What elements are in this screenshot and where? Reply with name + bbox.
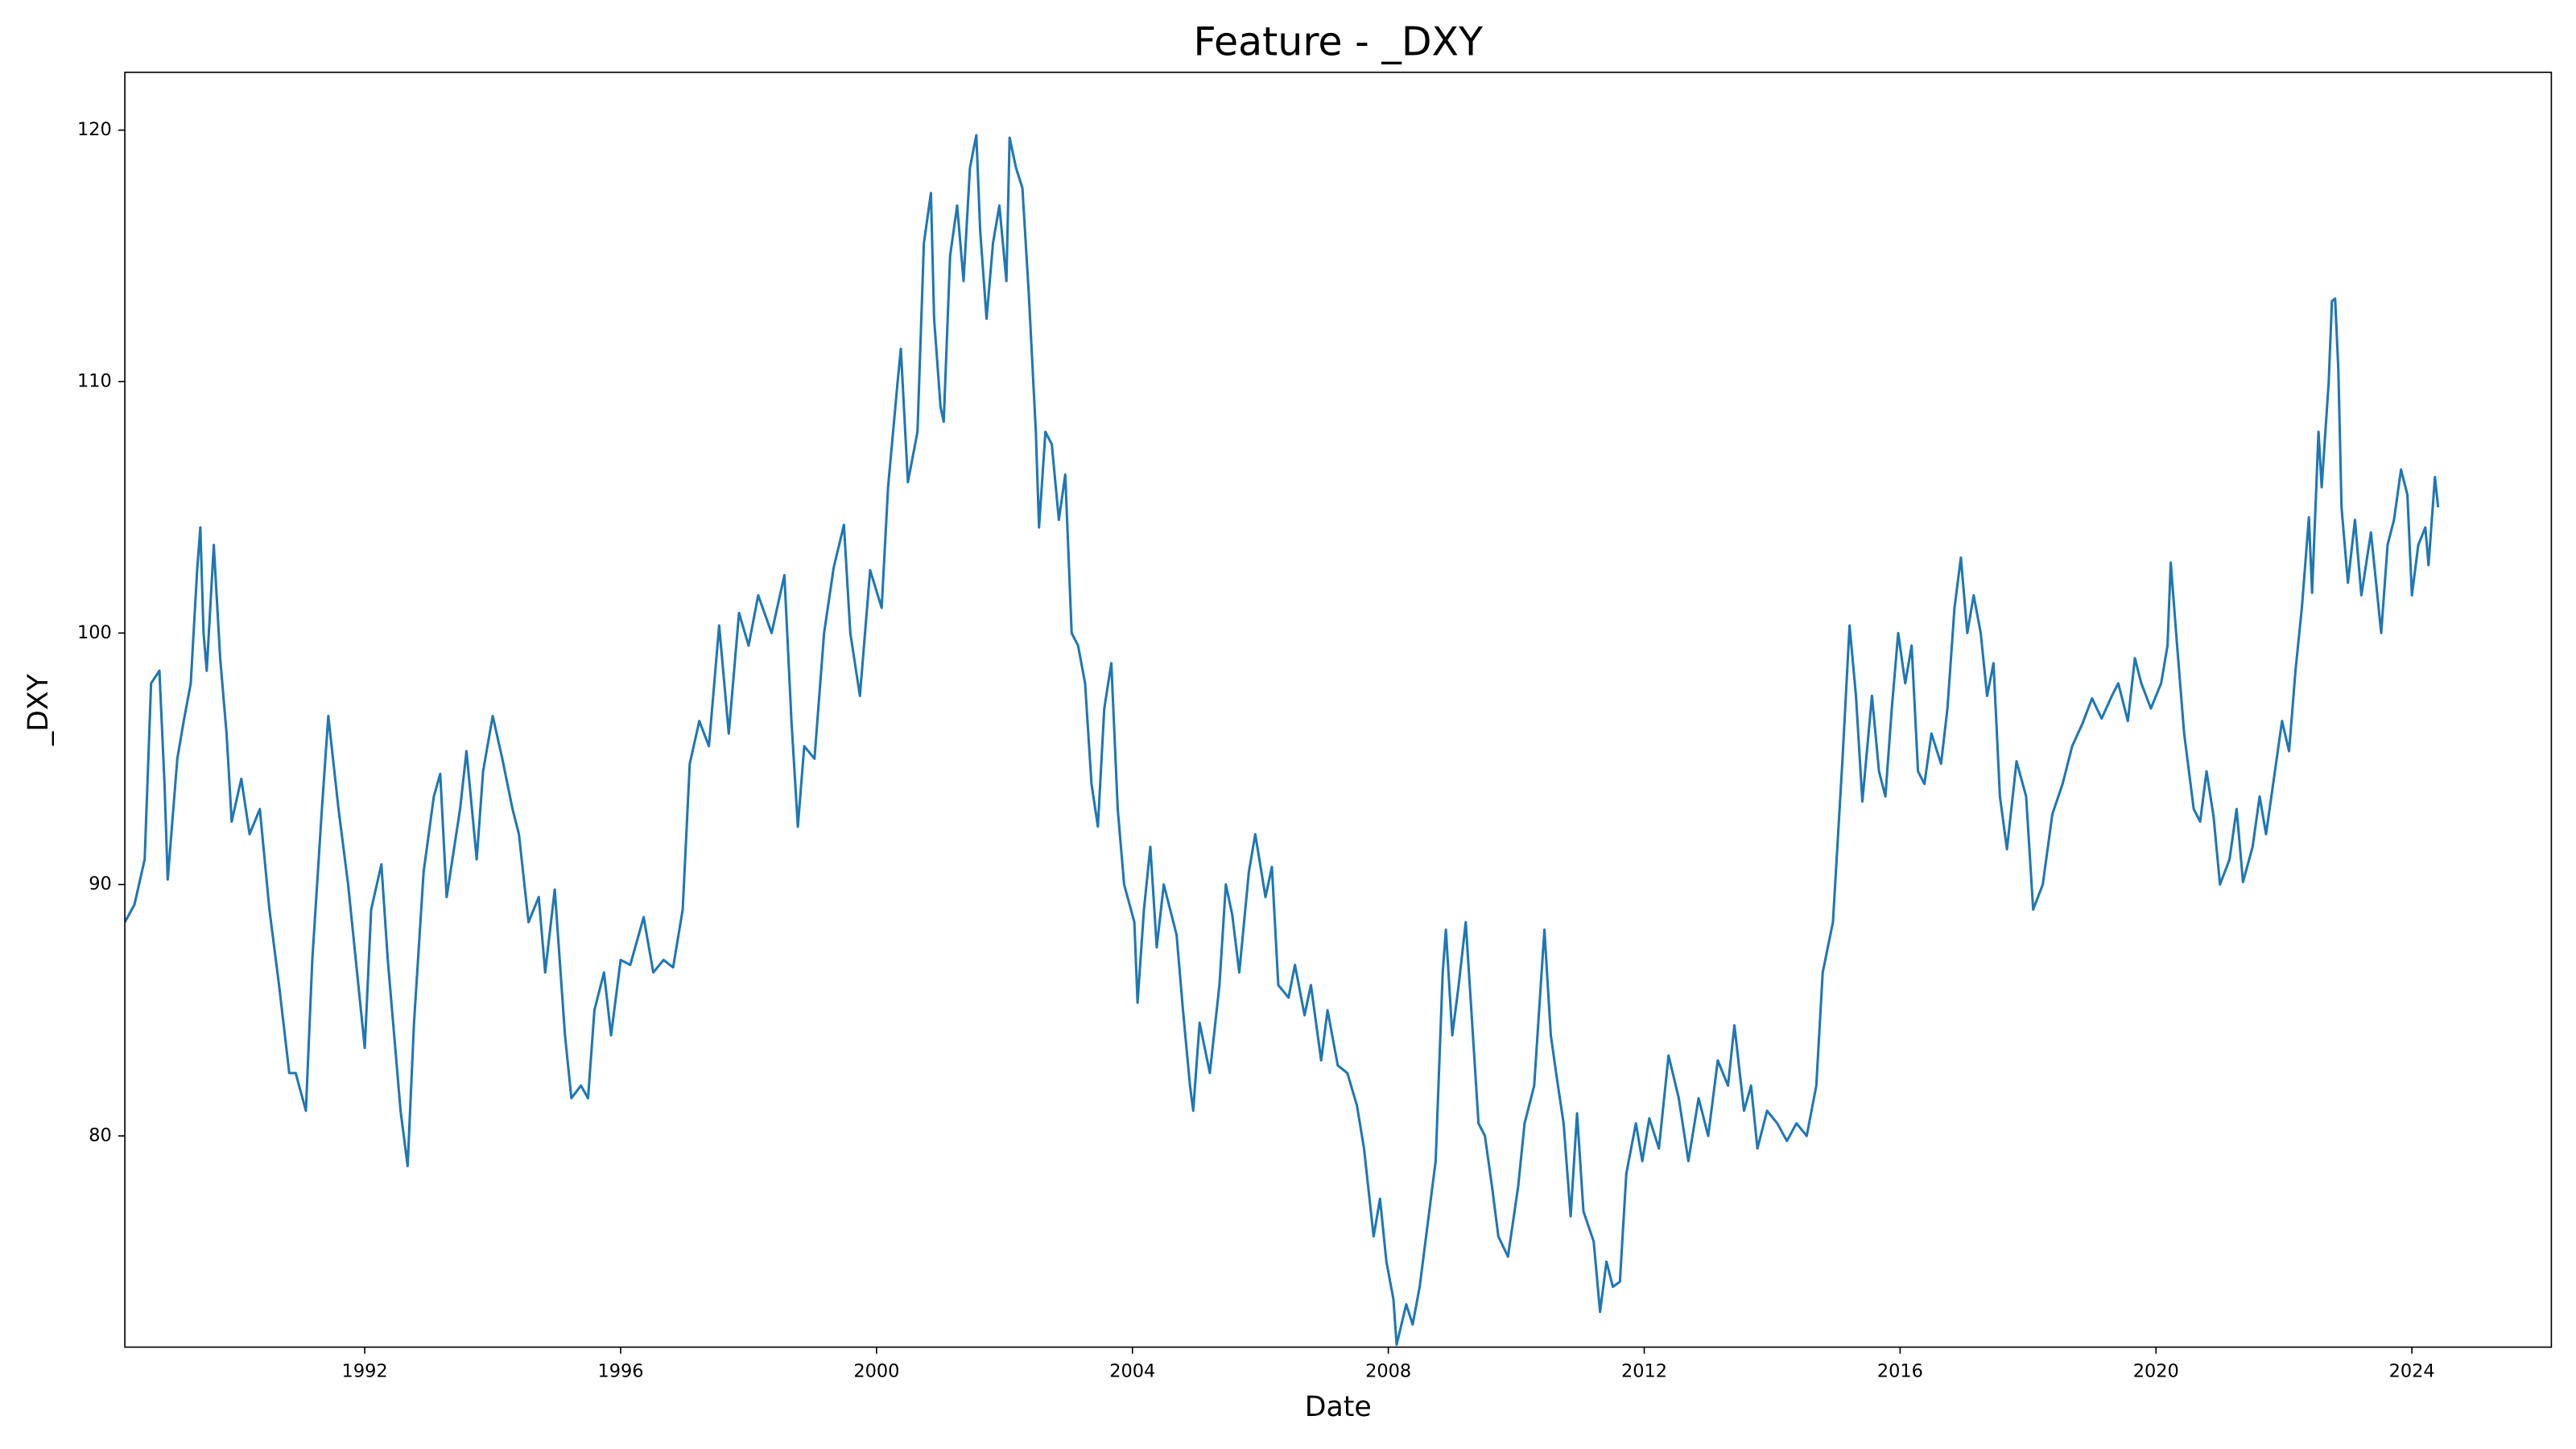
x-tick-label: 2016 (1877, 1361, 1923, 1382)
x-tick-label: 1996 (597, 1361, 643, 1382)
plot-frame (124, 71, 2553, 1348)
x-axis-label: Date (1305, 1391, 1372, 1423)
y-tick-label: 120 (77, 119, 112, 140)
y-tick-label: 90 (89, 873, 112, 894)
data-line (125, 134, 2440, 1346)
y-tick-label: 80 (89, 1125, 112, 1146)
y-axis-label: _DXY (23, 673, 55, 746)
y-tick-label: 110 (77, 371, 112, 392)
x-tick-label: 2004 (1109, 1361, 1155, 1382)
chart-title: Feature - _DXY (1193, 19, 1483, 65)
x-tick-label: 2008 (1365, 1361, 1411, 1382)
y-tick-label: 100 (77, 622, 112, 643)
x-tick-label: 2000 (853, 1361, 899, 1382)
x-tick-label: 1992 (342, 1361, 388, 1382)
x-tick-label: 2012 (1621, 1361, 1667, 1382)
x-tick-label: 2020 (2133, 1361, 2179, 1382)
x-tick-label: 2024 (2389, 1361, 2435, 1382)
